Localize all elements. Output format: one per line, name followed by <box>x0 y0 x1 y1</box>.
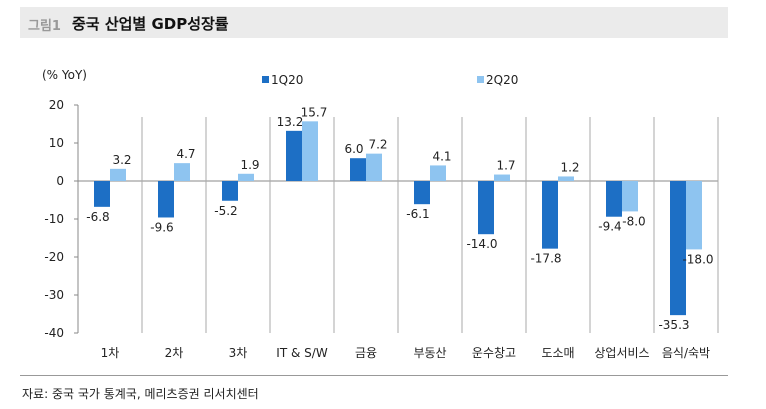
bar-2Q20 <box>302 121 318 181</box>
bar-2Q20 <box>622 181 638 212</box>
bar-1Q20 <box>670 181 686 316</box>
title-bar: 그림1 중국 산업별 GDP성장률 <box>20 7 728 38</box>
source-note: 자료: 중국 국가 통계국, 메리츠증권 리서치센터 <box>22 387 259 401</box>
data-label: 6.0 <box>344 142 363 156</box>
bar-1Q20 <box>158 181 174 218</box>
data-label: -9.6 <box>150 220 173 234</box>
data-label: 15.7 <box>301 105 328 119</box>
category-label: 금융 <box>355 346 377 360</box>
y-tick-label: -10 <box>44 212 64 226</box>
bar-1Q20 <box>94 181 110 207</box>
category-label: 운수창고 <box>472 346 516 360</box>
y-tick-label: 20 <box>49 98 64 112</box>
bar-2Q20 <box>238 173 254 181</box>
category-label: 3차 <box>229 346 248 360</box>
data-label: 1.7 <box>496 159 515 173</box>
figure-label: 그림1 <box>28 19 61 34</box>
legend-label: 2Q20 <box>486 73 518 87</box>
data-label: -8.0 <box>622 214 645 228</box>
data-label: 4.7 <box>176 147 195 161</box>
data-label: 13.2 <box>277 115 304 129</box>
bar-1Q20 <box>286 130 302 181</box>
bar-2Q20 <box>366 153 382 181</box>
y-tick-label: -20 <box>44 250 64 264</box>
data-label: -18.0 <box>682 252 713 266</box>
category-label: 2차 <box>165 346 184 360</box>
y-tick-label: 0 <box>56 174 64 188</box>
data-label: -9.4 <box>598 220 621 234</box>
data-label: -6.8 <box>86 210 109 224</box>
data-label: 4.1 <box>432 149 451 163</box>
category-label: 음식/숙박 <box>662 346 710 360</box>
category-label: 도소매 <box>541 346 574 360</box>
legend-swatch <box>262 76 269 83</box>
bar-1Q20 <box>222 181 238 201</box>
y-tick-label: -30 <box>44 288 64 302</box>
legend-swatch <box>477 76 484 83</box>
bar-2Q20 <box>110 168 126 181</box>
bar-2Q20 <box>174 163 190 181</box>
data-label: -35.3 <box>658 318 689 332</box>
category-label: IT & S/W <box>276 346 328 360</box>
divider <box>20 375 728 376</box>
y-axis-label: (% YoY) <box>42 68 87 82</box>
data-label: -17.8 <box>530 252 561 266</box>
category-label: 1차 <box>101 346 120 360</box>
bar-2Q20 <box>558 176 574 181</box>
category-label: 부동산 <box>413 346 446 360</box>
category-label: 상업서비스 <box>594 346 649 360</box>
bar-1Q20 <box>478 181 494 235</box>
y-tick-label: -40 <box>44 326 64 340</box>
bar-1Q20 <box>350 158 366 181</box>
data-label: -5.2 <box>214 204 237 218</box>
data-label: 1.9 <box>240 158 259 172</box>
data-label: 3.2 <box>112 153 131 167</box>
data-label: -14.0 <box>466 237 497 251</box>
bar-1Q20 <box>542 181 558 249</box>
y-tick-label: 10 <box>49 136 64 150</box>
bar-1Q20 <box>606 181 622 217</box>
legend-label: 1Q20 <box>271 73 303 87</box>
chart-title: 중국 산업별 GDP성장률 <box>72 15 229 33</box>
data-label: 1.2 <box>560 160 579 174</box>
bar-2Q20 <box>686 181 702 250</box>
bar-2Q20 <box>494 174 510 181</box>
bar-1Q20 <box>414 181 430 205</box>
data-label: 7.2 <box>368 138 387 152</box>
bar-2Q20 <box>430 165 446 181</box>
data-label: -6.1 <box>406 207 429 221</box>
